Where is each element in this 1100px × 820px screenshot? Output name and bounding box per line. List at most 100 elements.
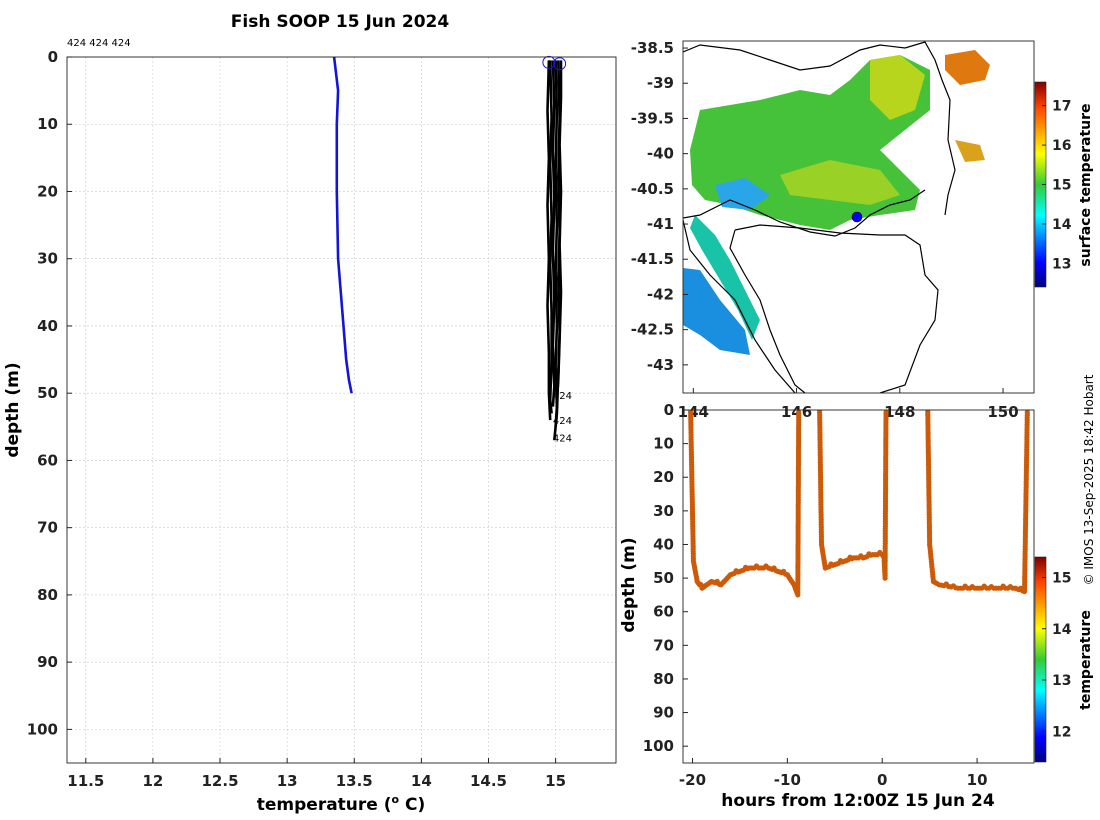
- profile-line-cast-4: [554, 60, 559, 427]
- sst-patch-northeast: [945, 50, 990, 85]
- profile-y-tick-label: 30: [37, 250, 58, 268]
- profile-end-label: 424: [553, 416, 572, 427]
- temperature-colorbar: [1034, 556, 1047, 763]
- depth-time-y-label: depth (m): [619, 537, 639, 632]
- profile-y-tick-label: 60: [37, 451, 58, 469]
- map-y-tick-label: -39.5: [631, 109, 674, 127]
- depth-time-frame: [682, 409, 1035, 764]
- map-y-tick-label: -39: [647, 74, 674, 92]
- depth-time-y-tick-label: 100: [643, 737, 674, 755]
- map-y-tick-label: -40.5: [631, 180, 674, 198]
- profile-x-tick-label: 13: [277, 772, 298, 790]
- profile-line-cast-2: [548, 60, 553, 414]
- profile-y-tick-label: 40: [37, 317, 58, 335]
- depth-time-y-tick-label: 30: [653, 502, 674, 520]
- temperature-colorbar-tick-label: 14: [1052, 622, 1072, 638]
- profile-start-marker: [542, 55, 556, 69]
- depth-time-y-tick-label: 20: [653, 468, 674, 486]
- profile-series: [332, 57, 563, 441]
- depth-time-y-ticks: 0 10 20 30 40 50 60 70 80 90 100: [643, 401, 688, 755]
- map-y-tick-label: -38.5: [631, 39, 674, 57]
- chart-title: Fish SOOP 15 Jun 2024: [231, 12, 450, 32]
- profile-line-climatology: [332, 57, 353, 394]
- temperature-colorbar-label: temperature: [1078, 610, 1094, 710]
- map-x-tick-label: 144: [678, 403, 709, 421]
- profile-line-cast-1: [546, 60, 552, 421]
- coastline-west: [683, 219, 796, 393]
- profile-frame: [66, 56, 617, 764]
- profile-y-tick-label: 50: [37, 384, 58, 402]
- depth-time-y-tick-label: 70: [653, 636, 674, 654]
- depth-time-x-tick-label: -20: [679, 771, 706, 789]
- map-y-tick-label: -42: [647, 285, 674, 303]
- depth-time-x-tick-label: 10: [967, 771, 988, 789]
- coastline-victoria: [683, 41, 956, 216]
- profile-end-label: 424: [553, 434, 572, 445]
- profile-panel: 11.5 12 12.5 13 13.5 14 14.5 15 0 10 20 30 40 50 60 70…: [3, 38, 617, 815]
- sst-map-panel: -38.5 -39 -39.5 -40 -40.5 -41 -41.5 -42 -42.5 -43…: [631, 39, 1094, 421]
- map-y-tick-label: -43: [647, 356, 674, 374]
- profile-y-ticks: 0 10 20 30 40 50 60 70 80 90 100: [27, 48, 72, 738]
- profile-y-tick-label: 0: [48, 48, 58, 66]
- profile-x-tick-label: 14: [411, 772, 432, 790]
- temperature-colorbar-tick-label: 15: [1052, 571, 1071, 587]
- depth-time-points: [688, 410, 1030, 598]
- depth-time-x-tick-label: -10: [774, 771, 801, 789]
- profile-y-tick-label: 20: [37, 182, 58, 200]
- profile-end-label: 424: [553, 391, 572, 402]
- profile-x-tick-label: 12: [142, 772, 163, 790]
- depth-time-point: [796, 410, 802, 416]
- map-x-tick-label: 150: [987, 403, 1018, 421]
- depth-time-y-tick-label: 50: [653, 569, 674, 587]
- profile-y-label: depth (m): [3, 362, 23, 457]
- depth-time-y-tick-label: 80: [653, 670, 674, 688]
- depth-time-point: [883, 410, 889, 416]
- profile-end-labels: 424 424 424: [553, 391, 572, 444]
- sst-colorbar-label: surface temperature: [1078, 103, 1094, 266]
- profile-x-tick-label: 13.5: [336, 772, 373, 790]
- profile-start-markers: [542, 55, 567, 71]
- depth-time-x-label: hours from 12:00Z 15 Jun 24: [721, 791, 995, 811]
- profile-x-tick-label: 14.5: [470, 772, 507, 790]
- depth-time-y-tick-label: 90: [653, 704, 674, 722]
- profile-line-cast-6: [555, 60, 563, 400]
- profile-y-tick-label: 90: [37, 653, 58, 671]
- sst-patch-cool: [715, 178, 770, 210]
- sst-colorbar-ticks: 13 14 15 16 17: [1042, 99, 1072, 272]
- depth-time-x-ticks: -20 -10 0 10: [679, 758, 988, 789]
- profile-x-label: temperature (o C): [257, 793, 426, 815]
- sst-patch-west-band: [690, 215, 760, 340]
- map-y-tick-label: -41: [647, 215, 674, 233]
- profile-line-cast-3: [551, 60, 556, 407]
- temperature-colorbar-ticks: 12 13 14 15: [1042, 571, 1072, 740]
- sst-patch-warm: [780, 160, 900, 205]
- profile-start-marker: [553, 57, 567, 71]
- sst-colorbar-tick-label: 16: [1052, 138, 1071, 154]
- depth-time-y-tick-label: 0: [664, 401, 674, 419]
- profile-y-tick-label: 100: [27, 720, 58, 738]
- sst-patch-east: [870, 55, 925, 120]
- sst-colorbar-tick-label: 15: [1052, 178, 1071, 194]
- map-y-tick-label: -42.5: [631, 321, 674, 339]
- profile-y-tick-label: 10: [37, 115, 58, 133]
- depth-time-x-tick-label: 0: [877, 771, 887, 789]
- coastline-tasmania: [729, 224, 939, 393]
- temperature-colorbar-tick-label: 13: [1052, 673, 1071, 689]
- vessel-position-marker: [851, 211, 863, 223]
- temperature-colorbar-tick-label: 12: [1052, 724, 1071, 740]
- sst-patch-west-coast: [683, 268, 750, 355]
- coastline-wilsons: [683, 189, 926, 237]
- map-x-tick-label: 148: [884, 403, 915, 421]
- depth-time-y-tick-label: 40: [653, 535, 674, 553]
- sst-map-field: [683, 41, 1034, 393]
- sst-colorbar-tick-label: 17: [1052, 99, 1071, 115]
- map-y-ticks: -38.5 -39 -39.5 -40 -40.5 -41 -41.5 -42 -42.5 -43: [631, 39, 688, 374]
- profile-gridlines: [67, 56, 616, 763]
- map-y-tick-label: -40: [647, 145, 674, 163]
- depth-time-point: [1024, 410, 1030, 416]
- depth-time-y-tick-label: 60: [653, 603, 674, 621]
- map-frame: [682, 40, 1035, 394]
- map-y-tick-label: -41.5: [631, 250, 674, 268]
